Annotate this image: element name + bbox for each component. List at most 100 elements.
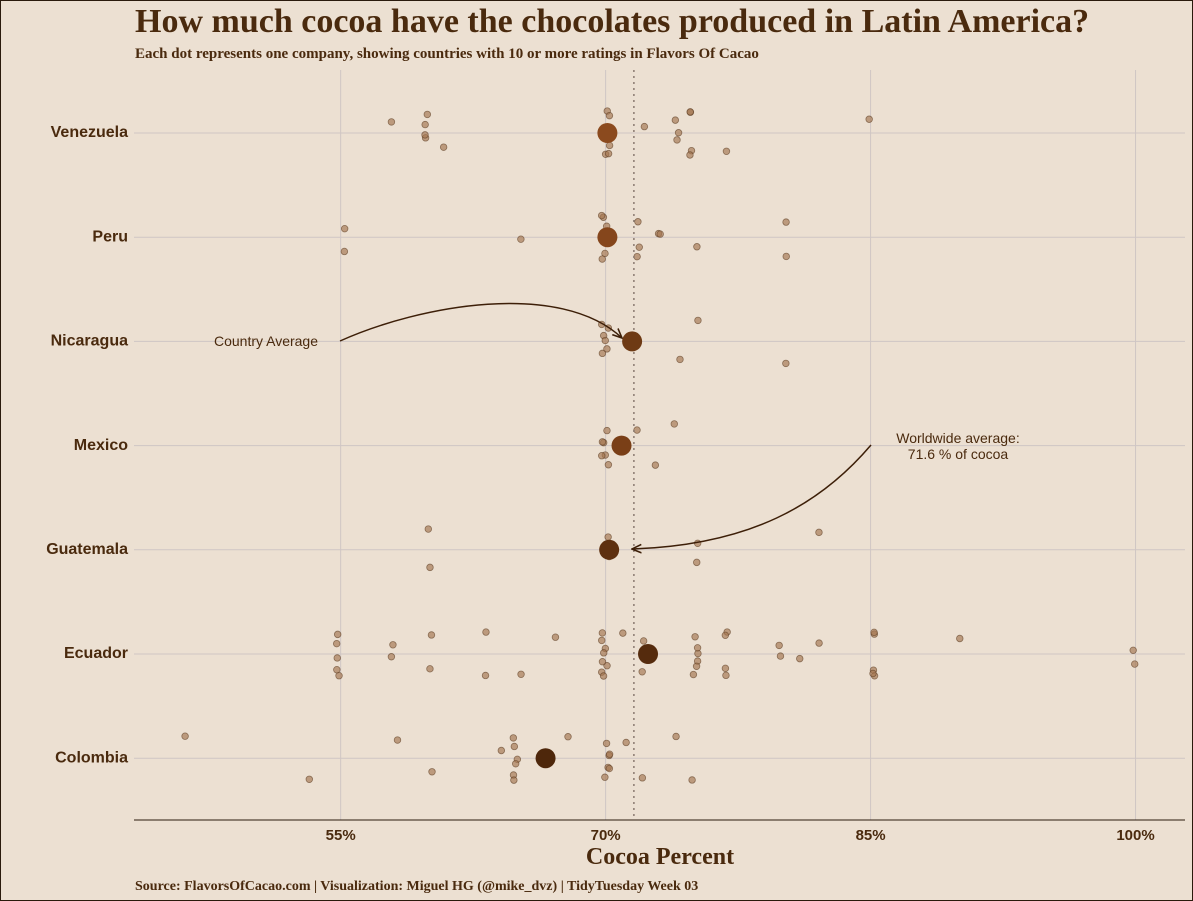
company-dot (497, 746, 506, 755)
company-dot (439, 143, 448, 151)
company-dot (722, 147, 731, 155)
company-dot (870, 628, 878, 637)
subtitle: Each dot represents one company, showing… (135, 46, 759, 62)
x-tick-label: 85% (856, 827, 886, 844)
company-dot (671, 116, 680, 124)
company-dot (605, 764, 614, 773)
company-dot (599, 672, 608, 680)
company-dot (517, 235, 525, 243)
annotation: Worldwide average: (896, 430, 1019, 446)
company-dot (601, 773, 609, 781)
annotation: 71.6 % of cocoa (908, 446, 1009, 462)
company-dot (340, 224, 349, 233)
country-average-dot (599, 539, 620, 560)
company-dot (686, 108, 694, 116)
company-dot (604, 533, 612, 541)
country-average-dot (597, 123, 618, 143)
company-dot (332, 639, 341, 648)
company-dot (600, 649, 608, 657)
annotation: Country Average (214, 333, 318, 349)
country-average-dot (611, 435, 632, 456)
company-dot (694, 316, 702, 325)
company-dot (598, 438, 607, 446)
company-dot (782, 359, 790, 368)
company-dot (423, 110, 432, 119)
y-tick-label: Mexico (74, 437, 128, 454)
company-dot (721, 664, 730, 673)
company-dot (426, 665, 434, 673)
company-dot (775, 641, 783, 650)
company-dot (387, 653, 396, 661)
company-dot (603, 426, 611, 435)
company-dot (672, 732, 680, 741)
company-dot (603, 345, 611, 353)
y-tick-label: Guatemala (46, 541, 128, 558)
company-dot (603, 662, 611, 670)
x-tick-label: 100% (1116, 827, 1154, 844)
company-dot (722, 671, 730, 680)
company-dot (333, 666, 341, 674)
company-dot (721, 631, 730, 640)
company-dot (421, 120, 429, 129)
company-dot (605, 111, 614, 120)
company-dot (428, 768, 436, 776)
company-dot (670, 420, 678, 428)
company-dot (421, 131, 429, 139)
country-average-dot (622, 331, 643, 352)
company-dot (686, 151, 694, 159)
company-dot (634, 218, 642, 226)
company-dot (635, 243, 643, 251)
company-dot (604, 149, 613, 158)
company-dot (689, 670, 698, 679)
company-dot (633, 252, 641, 261)
annotation-arrow (632, 444, 872, 549)
company-dot (389, 641, 397, 649)
company-dot (597, 211, 606, 220)
company-dot (691, 633, 699, 641)
company-dot (517, 670, 525, 679)
company-dot (692, 662, 701, 670)
company-dot (676, 355, 684, 364)
company-dot (333, 654, 341, 662)
company-dot (693, 558, 701, 567)
company-dot (640, 122, 649, 131)
company-dot (551, 633, 560, 641)
company-dot (424, 525, 432, 533)
y-tick-label: Venezuela (51, 124, 128, 141)
company-dot (815, 639, 823, 647)
y-tick-label: Nicaragua (51, 333, 128, 350)
company-dot (564, 733, 572, 741)
company-dot (393, 736, 402, 744)
company-dot (605, 750, 614, 758)
company-dot (511, 760, 520, 768)
company-dot (598, 629, 607, 637)
company-dot (598, 255, 606, 263)
company-dot (622, 738, 630, 747)
y-tick-label: Colombia (55, 749, 128, 766)
company-dot (782, 218, 790, 226)
company-dot (482, 628, 490, 636)
x-axis-label: Cocoa Percent (586, 844, 734, 870)
company-dot (509, 734, 518, 742)
x-tick-label: 55% (326, 827, 356, 844)
company-dot (305, 775, 314, 783)
company-dot (869, 669, 877, 678)
company-dot (674, 129, 683, 137)
y-tick-label: Ecuador (64, 645, 128, 662)
chart-title: How much cocoa have the chocolates produ… (135, 3, 1089, 40)
company-dot (510, 776, 518, 784)
company-dot (598, 636, 606, 645)
company-dot (427, 631, 436, 639)
company-dot (796, 654, 804, 663)
company-dot (638, 774, 647, 782)
country-average-dot (535, 748, 556, 769)
company-dot (776, 652, 785, 660)
country-average-dot (638, 644, 659, 664)
company-dot (604, 461, 613, 469)
company-dot (651, 461, 660, 469)
country-average-dot (597, 227, 618, 248)
caption: Source: FlavorsOfCacao.com | Visualizati… (135, 879, 698, 894)
company-dot (693, 644, 702, 652)
